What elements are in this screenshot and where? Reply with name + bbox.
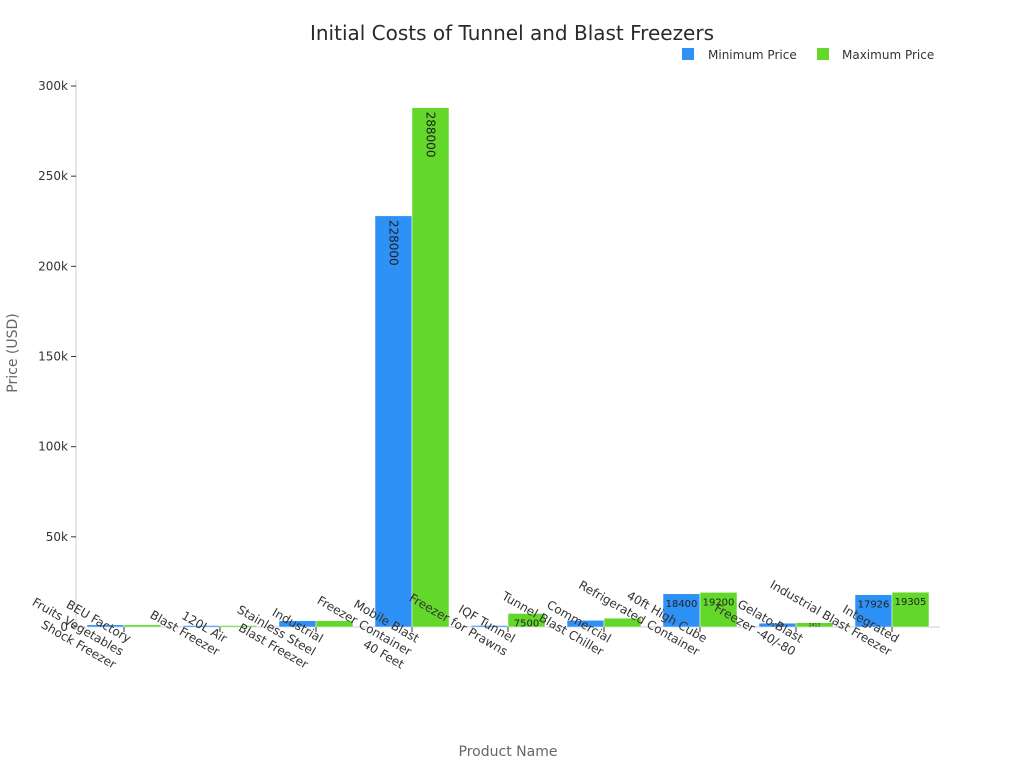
bar-labels: 228000 288000 7500 18400 19200 2118 2413 17926 1… bbox=[387, 112, 927, 630]
legend-swatch-minimum bbox=[682, 48, 694, 60]
bar bbox=[795, 622, 834, 628]
y-tick-label: 250k bbox=[38, 169, 68, 183]
bar bbox=[219, 625, 258, 628]
bar-value-label: 228000 bbox=[387, 220, 401, 266]
x-axis-title: Product Name bbox=[459, 744, 558, 760]
bar-value-label: 19200 bbox=[703, 597, 735, 608]
bar bbox=[603, 617, 642, 628]
bar bbox=[507, 613, 546, 628]
y-tick-label: 300k bbox=[38, 79, 68, 93]
y-tick-label: 0 bbox=[60, 620, 68, 634]
bar bbox=[123, 624, 162, 628]
bar-value-label: 2118 bbox=[772, 623, 784, 629]
bar bbox=[699, 592, 738, 628]
bar bbox=[374, 215, 413, 628]
legend-label-minimum: Minimum Price bbox=[708, 48, 797, 62]
bar bbox=[891, 591, 930, 628]
y-tick-label: 100k bbox=[38, 440, 68, 454]
legend-swatch-maximum bbox=[817, 48, 829, 60]
bar bbox=[315, 620, 354, 628]
category-labels: BEU FactoryFruits VegetablesShock Freeze… bbox=[22, 578, 902, 672]
bar-value-label: 17926 bbox=[858, 600, 890, 611]
bar bbox=[854, 594, 893, 628]
bar-value-label: 18400 bbox=[666, 599, 698, 610]
bar-value-label: 19305 bbox=[895, 597, 927, 608]
y-tick-label: 150k bbox=[38, 350, 68, 364]
legend-label-maximum: Maximum Price bbox=[842, 48, 934, 62]
x-tick-label: 120L AirBlast Freezer bbox=[148, 595, 230, 659]
x-tick-label: BEU FactoryFruits VegetablesShock Freeze… bbox=[22, 582, 133, 672]
y-axis-title: Price (USD) bbox=[5, 313, 21, 392]
bar-value-label: 288000 bbox=[424, 112, 438, 158]
bars bbox=[86, 107, 930, 628]
bar-value-label: 2413 bbox=[809, 622, 821, 628]
y-tick-label: 50k bbox=[46, 530, 68, 544]
bar bbox=[411, 107, 450, 628]
x-tick-label: IndustrialStainless SteelBlast Freezer bbox=[227, 589, 325, 671]
y-tick-label: 200k bbox=[38, 259, 68, 273]
legend: Minimum Price Maximum Price bbox=[682, 48, 934, 62]
axes: 0 50k 100k 150k 200k 250k 300k bbox=[38, 79, 940, 634]
chart-title: Initial Costs of Tunnel and Blast Freeze… bbox=[310, 21, 714, 45]
bar-value-label: 7500 bbox=[514, 618, 539, 629]
bar bbox=[662, 593, 701, 628]
